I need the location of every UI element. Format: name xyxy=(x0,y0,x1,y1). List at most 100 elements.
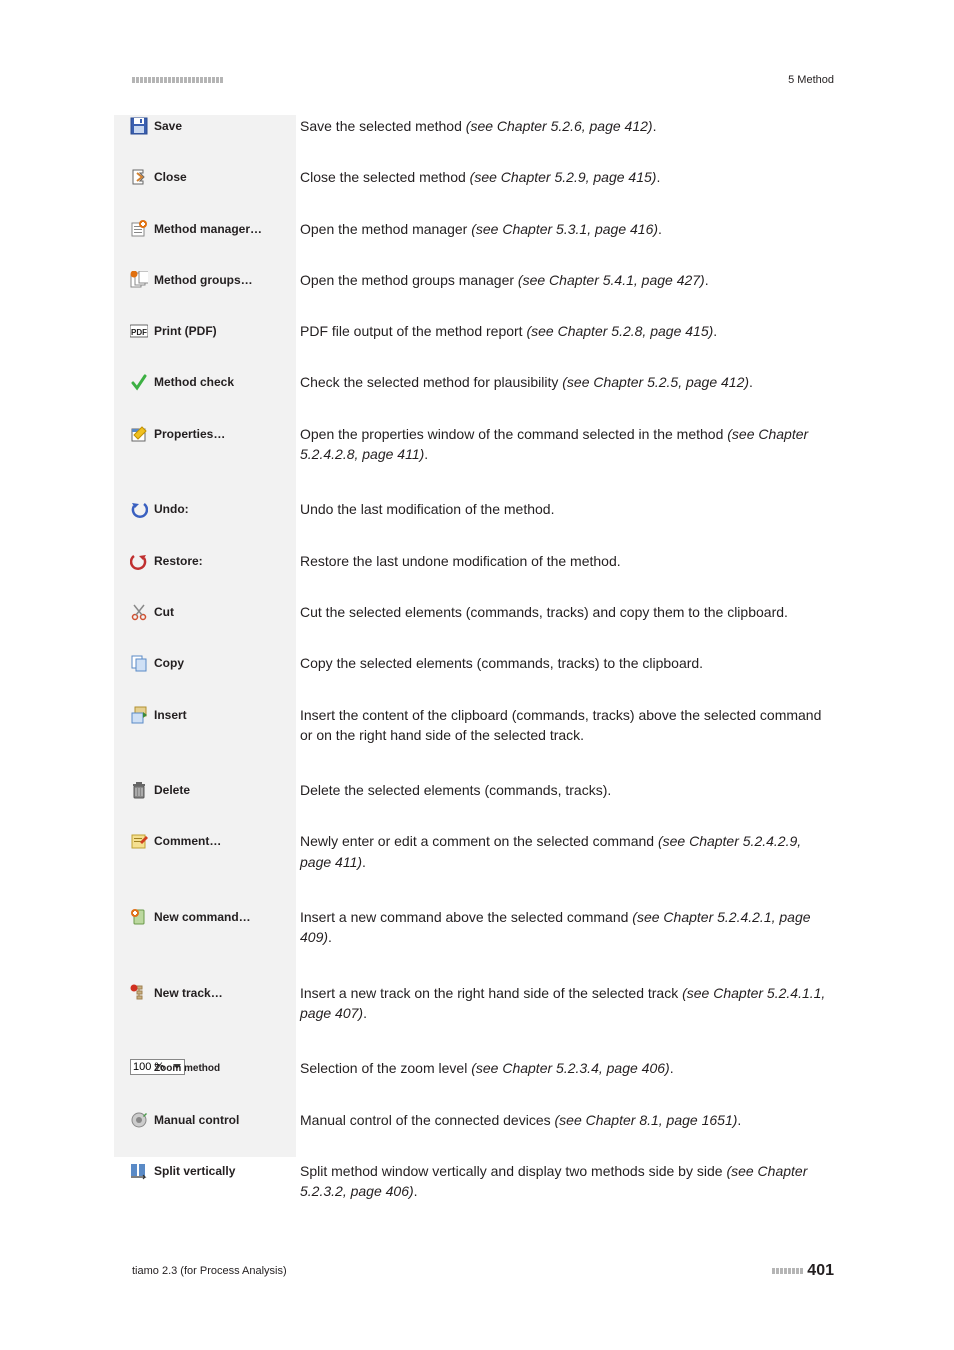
delete-icon xyxy=(130,781,148,799)
toolbar-doc-row: Restore: Restore the last undone modifica… xyxy=(114,550,836,571)
label-cell: Copy xyxy=(114,652,300,672)
label-cell: Comment… xyxy=(114,830,300,850)
svg-text:PDF: PDF xyxy=(131,328,147,337)
toolbar-doc-row: PDF Print (PDF) PDF file output of the met… xyxy=(114,320,836,341)
label-cell: Method groups… xyxy=(114,269,300,289)
row-description: Insert the content of the clipboard (com… xyxy=(300,704,836,746)
comment-icon xyxy=(130,832,148,850)
toolbar-doc-row: Method check Check the selected method fo… xyxy=(114,371,836,392)
label-cell: Method manager… xyxy=(114,218,300,238)
row-label: New command… xyxy=(154,910,251,924)
row-description: Copy the selected elements (commands, tr… xyxy=(300,652,836,673)
row-label: Method manager… xyxy=(154,222,262,236)
copy-icon xyxy=(130,654,148,672)
insert-icon xyxy=(130,706,148,724)
label-cell: PDF Print (PDF) xyxy=(114,320,300,340)
new-command-icon xyxy=(130,908,148,926)
new-track-icon xyxy=(130,984,148,1002)
footer-dots-decoration xyxy=(772,1268,803,1274)
row-description: Undo the last modification of the method… xyxy=(300,498,836,519)
toolbar-doc-row: Method manager… Open the method manager (… xyxy=(114,218,836,239)
row-description: Insert a new command above the selected … xyxy=(300,906,836,948)
toolbar-doc-row: Cut Cut the selected elements (commands, … xyxy=(114,601,836,622)
toolbar-doc-row: Manual control Manual control of the conn… xyxy=(114,1109,836,1130)
row-label: Delete xyxy=(154,783,190,797)
label-cell: Properties… xyxy=(114,423,300,443)
split-vertically-icon xyxy=(130,1162,148,1180)
label-cell: Delete xyxy=(114,779,300,799)
toolbar-doc-row: New command… Insert a new command above t… xyxy=(114,906,836,948)
row-label: New track… xyxy=(154,986,223,1000)
row-label: Cut xyxy=(154,605,174,619)
footer-right: 401 xyxy=(772,1262,834,1280)
row-description: Open the method manager (see Chapter 5.3… xyxy=(300,218,836,239)
pdf-icon: PDF xyxy=(130,322,148,340)
undo-icon xyxy=(130,500,148,518)
save-icon xyxy=(130,117,148,135)
row-label: Method check xyxy=(154,375,234,389)
label-cell: Cut xyxy=(114,601,300,621)
label-cell: 100 %Zoom method xyxy=(114,1057,300,1075)
row-description: Newly enter or edit a comment on the sel… xyxy=(300,830,836,872)
toolbar-doc-row: Save Save the selected method (see Chapte… xyxy=(114,115,836,136)
content-table: Save Save the selected method (see Chapte… xyxy=(114,115,836,1235)
row-label: Insert xyxy=(154,708,187,722)
manual-control-icon xyxy=(130,1111,148,1129)
toolbar-doc-row: Properties… Open the properties window of… xyxy=(114,423,836,465)
row-description: Open the properties window of the comman… xyxy=(300,423,836,465)
label-cell: Split vertically xyxy=(114,1160,300,1180)
row-label: Print (PDF) xyxy=(154,324,217,338)
row-description: Open the method groups manager (see Chap… xyxy=(300,269,836,290)
header-dots-decoration xyxy=(132,77,223,83)
row-label: Comment… xyxy=(154,834,221,848)
restore-icon xyxy=(130,552,148,570)
toolbar-doc-row: 100 %Zoom methodSelection of the zoom le… xyxy=(114,1057,836,1078)
toolbar-doc-row: Comment… Newly enter or edit a comment on… xyxy=(114,830,836,872)
method-groups-icon xyxy=(130,271,148,289)
cut-icon xyxy=(130,603,148,621)
toolbar-doc-row: Delete Delete the selected elements (comm… xyxy=(114,779,836,800)
label-cell: New track… xyxy=(114,982,300,1002)
toolbar-doc-row: Method groups… Open the method groups man… xyxy=(114,269,836,290)
close-icon xyxy=(130,168,148,186)
row-description: Insert a new track on the right hand sid… xyxy=(300,982,836,1024)
method-manager-icon xyxy=(130,220,148,238)
label-cell: Insert xyxy=(114,704,300,724)
row-description: Check the selected method for plausibili… xyxy=(300,371,836,392)
toolbar-doc-row: Insert Insert the content of the clipboar… xyxy=(114,704,836,746)
row-label: Properties… xyxy=(154,427,225,441)
chapter-title: 5 Method xyxy=(788,74,834,86)
row-description: Cut the selected elements (commands, tra… xyxy=(300,601,836,622)
row-label: Copy xyxy=(154,656,184,670)
label-cell: Save xyxy=(114,115,300,135)
label-cell: Undo: xyxy=(114,498,300,518)
row-description: Restore the last undone modification of … xyxy=(300,550,836,571)
footer-product-name: tiamo 2.3 (for Process Analysis) xyxy=(132,1265,287,1277)
toolbar-doc-row: Undo: Undo the last modification of the m… xyxy=(114,498,836,519)
properties-icon xyxy=(130,425,148,443)
row-label: Restore: xyxy=(154,554,203,568)
toolbar-doc-row: Copy Copy the selected elements (commands… xyxy=(114,652,836,673)
toolbar-doc-row: CloseClose the selected method (see Chap… xyxy=(114,166,836,187)
row-label: Save xyxy=(154,119,182,133)
label-cell: Close xyxy=(114,166,300,186)
row-label: Manual control xyxy=(154,1113,239,1127)
label-cell: Restore: xyxy=(114,550,300,570)
label-cell: New command… xyxy=(114,906,300,926)
row-description: Delete the selected elements (commands, … xyxy=(300,779,836,800)
row-description: Split method window vertically and displ… xyxy=(300,1160,836,1202)
page-footer: tiamo 2.3 (for Process Analysis) 401 xyxy=(132,1262,834,1280)
row-label: Method groups… xyxy=(154,273,253,287)
row-description: Manual control of the connected devices … xyxy=(300,1109,836,1130)
row-label: Undo: xyxy=(154,502,189,516)
row-description: Save the selected method (see Chapter 5.… xyxy=(300,115,836,136)
toolbar-doc-row: Split vertically Split method window vert… xyxy=(114,1160,836,1202)
row-description: PDF file output of the method report (se… xyxy=(300,320,836,341)
page-header: 5 Method xyxy=(132,77,834,93)
row-label: Split vertically xyxy=(154,1164,235,1178)
row-label: Close xyxy=(154,170,187,184)
row-description: Selection of the zoom level (see Chapter… xyxy=(300,1057,836,1078)
toolbar-doc-row: New track… Insert a new track on the righ… xyxy=(114,982,836,1024)
row-label: Zoom method xyxy=(154,1063,220,1074)
page-number: 401 xyxy=(807,1262,834,1280)
